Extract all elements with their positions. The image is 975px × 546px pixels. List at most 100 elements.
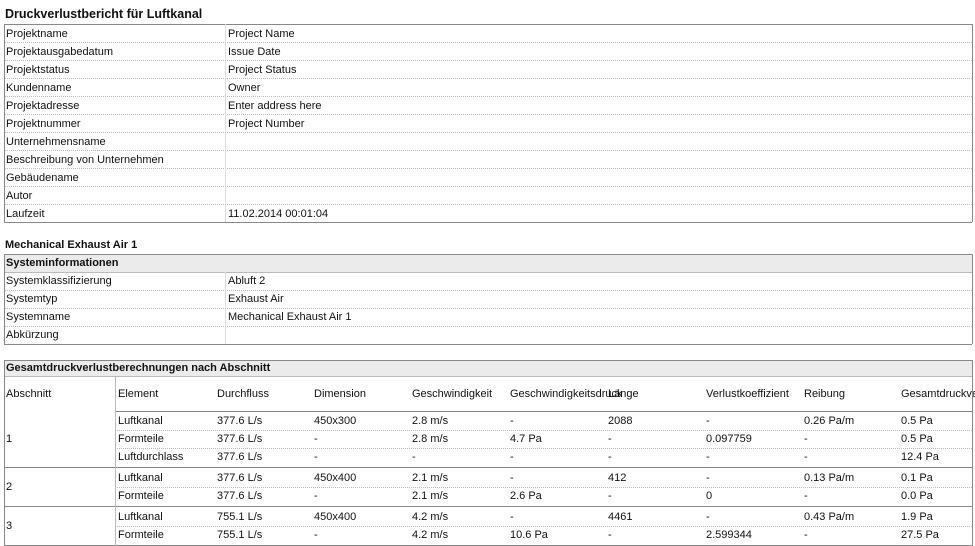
table-cell: 2.8 m/s xyxy=(412,415,449,427)
table-cell: 4.2 m/s xyxy=(412,511,449,523)
column-line xyxy=(115,376,116,546)
table-cell: - xyxy=(608,433,612,445)
info-value: Issue Date xyxy=(228,46,281,58)
table-cell: Luftkanal xyxy=(118,472,163,484)
row-line xyxy=(4,222,972,223)
info-label: Projektausgabedatum xyxy=(6,46,114,58)
table-cell: 10.6 Pa xyxy=(510,529,548,541)
table-cell: Luftkanal xyxy=(118,415,163,427)
system-header: Systeminformationen xyxy=(6,257,119,269)
table-cell: 412 xyxy=(608,472,627,484)
table-title: Gesamtdruckverlustberechnungen nach Absc… xyxy=(6,362,271,374)
system-label: Systemklassifizierung xyxy=(6,275,112,287)
table-cell: 2.6 Pa xyxy=(510,490,542,502)
table-cell: - xyxy=(804,529,808,541)
table-cell: - xyxy=(706,511,710,523)
column-header: Geschwindigkeitsdruck xyxy=(510,388,623,400)
row-line xyxy=(4,290,972,291)
column-header: Element xyxy=(118,388,159,400)
table-cell: 0.097759 xyxy=(706,433,752,445)
row-line xyxy=(115,526,972,527)
table-cell: 4.2 m/s xyxy=(412,529,449,541)
column-header: Geschwindigkeit xyxy=(412,388,493,400)
row-line xyxy=(4,308,972,309)
row-line xyxy=(115,487,972,488)
column-line xyxy=(972,254,973,344)
table-cell: 4.7 Pa xyxy=(510,433,542,445)
info-value: Enter address here xyxy=(228,100,322,112)
table-cell: Luftkanal xyxy=(118,511,163,523)
table-cell: Formteile xyxy=(118,490,164,502)
system-label: Abkürzung xyxy=(6,329,59,341)
info-label: Kundenname xyxy=(6,82,72,94)
table-cell: - xyxy=(608,490,612,502)
table-cell: 27.5 Pa xyxy=(901,529,939,541)
column-header: Länge xyxy=(608,388,639,400)
row-line xyxy=(4,168,972,169)
row-line xyxy=(115,448,972,449)
row-line xyxy=(4,272,972,273)
table-cell: 12.4 Pa xyxy=(901,451,939,463)
row-line xyxy=(4,326,972,327)
table-cell: - xyxy=(804,433,808,445)
column-line xyxy=(972,24,973,222)
row-line xyxy=(4,344,972,345)
table-cell: 755.1 L/s xyxy=(217,511,263,523)
table-cell: 755.1 L/s xyxy=(217,529,263,541)
row-line xyxy=(115,430,972,431)
table-cell: 2.1 m/s xyxy=(412,472,449,484)
table-cell: - xyxy=(510,451,514,463)
info-label: Projektname xyxy=(6,28,68,40)
table-cell: 377.6 L/s xyxy=(217,433,263,445)
table-cell: - xyxy=(412,451,416,463)
column-line xyxy=(225,272,226,344)
table-cell: 0.1 Pa xyxy=(901,472,933,484)
info-value: Project Name xyxy=(228,28,295,40)
column-line xyxy=(4,360,5,546)
table-cell: 0.43 Pa/m xyxy=(804,511,855,523)
table-cell: 377.6 L/s xyxy=(217,490,263,502)
column-line xyxy=(4,24,5,222)
table-cell: 0.13 Pa/m xyxy=(804,472,855,484)
info-value: Owner xyxy=(228,82,261,94)
row-line xyxy=(4,150,972,151)
column-header: Verlustkoeffizient xyxy=(706,388,789,400)
row-line xyxy=(4,204,972,205)
table-cell: Luftdurchlass xyxy=(118,451,184,463)
table-cell: - xyxy=(314,433,318,445)
table-cell: - xyxy=(608,529,612,541)
system-label: Systemtyp xyxy=(6,293,58,305)
column-header: Dimension xyxy=(314,388,366,400)
table-cell: - xyxy=(314,451,318,463)
table-cell: 0.5 Pa xyxy=(901,433,933,445)
column-header: Abschnitt xyxy=(6,388,52,400)
row-line xyxy=(4,467,972,468)
table-cell: 377.6 L/s xyxy=(217,415,263,427)
table-cell: - xyxy=(706,415,710,427)
table-cell: 2.8 m/s xyxy=(412,433,449,445)
system-value: Mechanical Exhaust Air 1 xyxy=(228,311,352,323)
table-cell: - xyxy=(510,415,514,427)
table-cell: 1.9 Pa xyxy=(901,511,933,523)
info-label: Projektnummer xyxy=(6,118,81,130)
header-bg xyxy=(4,254,972,273)
column-line xyxy=(225,24,226,222)
table-cell: 0.26 Pa/m xyxy=(804,415,855,427)
report-title: Druckverlustbericht für Luftkanal xyxy=(5,7,203,21)
table-cell: 0 xyxy=(706,490,713,502)
table-cell: 2.1 m/s xyxy=(412,490,449,502)
table-cell: 377.6 L/s xyxy=(217,451,263,463)
table-cell: Formteile xyxy=(118,529,164,541)
info-label: Projektstatus xyxy=(6,64,70,76)
row-line xyxy=(4,60,972,61)
row-line xyxy=(4,114,972,115)
table-cell: 2.599344 xyxy=(706,529,752,541)
system-name: Mechanical Exhaust Air 1 xyxy=(5,239,138,251)
system-label: Systemname xyxy=(6,311,71,323)
row-line xyxy=(4,96,972,97)
info-label: Laufzeit xyxy=(6,208,45,220)
info-value: 11.02.2014 00:01:04 xyxy=(228,208,329,220)
table-cell: 450x400 xyxy=(314,472,357,484)
column-header: Gesamtdruckverlust xyxy=(901,388,975,400)
row-line xyxy=(4,78,972,79)
